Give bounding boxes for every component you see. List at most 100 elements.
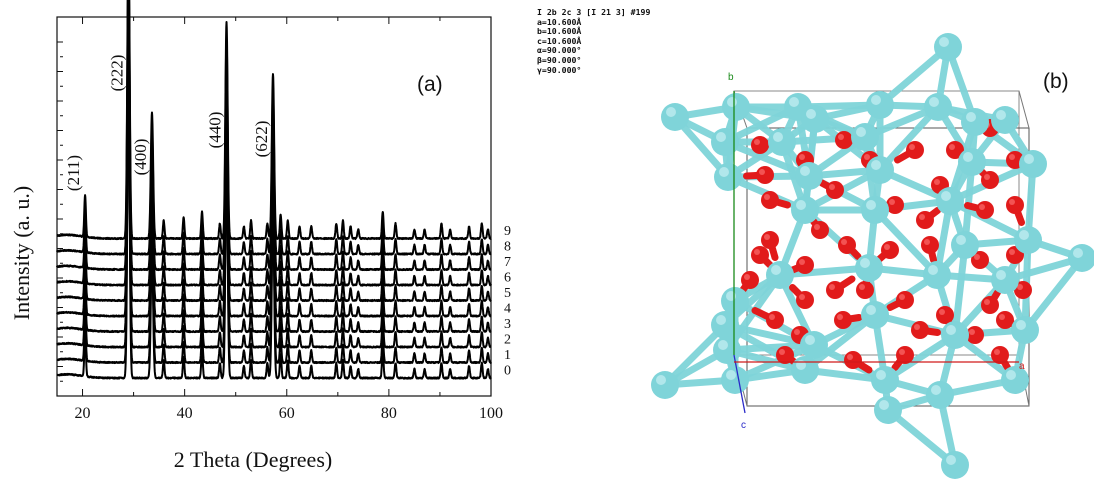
cation-atom bbox=[941, 451, 969, 479]
oxygen-highlight bbox=[924, 239, 930, 245]
series-label-5: 5 bbox=[504, 286, 511, 301]
oxygen-highlight bbox=[744, 274, 750, 280]
oxygen-highlight bbox=[939, 309, 945, 315]
oxygen-highlight bbox=[769, 314, 775, 320]
angle-beta: β=90.000° bbox=[537, 54, 582, 65]
series-label-7: 7 bbox=[504, 255, 511, 270]
cation-highlight bbox=[929, 97, 939, 107]
bond bbox=[876, 43, 952, 109]
cation-highlight bbox=[805, 335, 815, 345]
axis-b-label: b bbox=[728, 72, 734, 83]
oxygen-atom bbox=[826, 281, 844, 299]
peak-label: (622) bbox=[252, 121, 271, 158]
oxygen-highlight bbox=[884, 244, 890, 250]
x-tick-label: 60 bbox=[279, 405, 295, 422]
panel-a-label: (a) bbox=[417, 73, 443, 96]
oxygen-highlight bbox=[909, 144, 915, 150]
oxygen-atom bbox=[996, 311, 1014, 329]
cation-highlight bbox=[879, 400, 889, 410]
cell-parameters: I 2b 2c 3 [I 21 3] #199 a=10.600Å b=10.6… bbox=[537, 7, 650, 75]
cation-atom bbox=[711, 311, 739, 339]
oxygen-atoms bbox=[741, 119, 1032, 369]
cation-atom bbox=[766, 261, 794, 289]
cation-atom bbox=[871, 366, 899, 394]
cation-atom bbox=[1001, 366, 1029, 394]
cation-highlight bbox=[941, 191, 951, 201]
cation-highlight bbox=[966, 112, 976, 122]
series-label-2: 2 bbox=[504, 333, 511, 348]
cation-atom bbox=[713, 336, 741, 364]
oxygen-atom bbox=[776, 346, 794, 364]
cation-atom bbox=[768, 128, 796, 156]
oxygen-highlight bbox=[779, 349, 785, 355]
angle-gamma: γ=90.000° bbox=[537, 64, 582, 75]
angle-alpha: α=90.000° bbox=[537, 45, 582, 56]
cation-atom bbox=[961, 108, 989, 136]
oxygen-atom bbox=[751, 246, 769, 264]
oxygen-atom bbox=[761, 231, 779, 249]
oxygen-highlight bbox=[889, 199, 895, 205]
oxygen-atom bbox=[911, 321, 929, 339]
oxygen-atom bbox=[991, 346, 1009, 364]
cation-highlight bbox=[860, 258, 870, 268]
cation-highlight bbox=[1016, 320, 1026, 330]
axis-c-label: c bbox=[741, 420, 746, 431]
oxygen-highlight bbox=[799, 154, 805, 160]
cation-atom bbox=[800, 331, 828, 359]
oxygen-highlight bbox=[754, 139, 760, 145]
oxygen-highlight bbox=[847, 354, 853, 360]
cation-highlight bbox=[716, 315, 726, 325]
oxygen-highlight bbox=[1009, 249, 1015, 255]
cation-atom bbox=[711, 128, 739, 156]
oxygen-atom bbox=[796, 256, 814, 274]
series-label-8: 8 bbox=[504, 240, 511, 255]
cation-atom bbox=[801, 105, 829, 133]
cation-atom bbox=[721, 366, 749, 394]
cation-highlight bbox=[789, 97, 799, 107]
oxygen-highlight bbox=[859, 284, 865, 290]
oxygen-atom bbox=[981, 171, 999, 189]
axis-c-line bbox=[733, 354, 746, 414]
oxygen-highlight bbox=[969, 329, 975, 335]
cation-highlight bbox=[800, 166, 810, 176]
oxygen-highlight bbox=[864, 154, 870, 160]
series-label-4: 4 bbox=[504, 302, 511, 317]
cation-atom bbox=[861, 301, 889, 329]
oxygen-atom bbox=[835, 131, 853, 149]
xrd-traces bbox=[56, 0, 492, 380]
oxygen-highlight bbox=[949, 144, 955, 150]
axis-a-label: a bbox=[1019, 361, 1025, 372]
cation-highlight bbox=[773, 132, 783, 142]
cation-atom bbox=[791, 356, 819, 384]
cation-atom bbox=[1011, 316, 1039, 344]
cation-highlight bbox=[946, 455, 956, 465]
cation-atom bbox=[936, 187, 964, 215]
bond bbox=[721, 138, 813, 180]
plot-border bbox=[56, 16, 492, 397]
plot-frame bbox=[56, 16, 492, 397]
cation-atom bbox=[855, 254, 883, 282]
oxygen-highlight bbox=[754, 249, 760, 255]
y-axis-label: Intensity (a. u.) bbox=[9, 186, 34, 320]
series-label-1: 1 bbox=[504, 348, 511, 363]
cation-highlight bbox=[726, 370, 736, 380]
cation-highlight bbox=[1024, 154, 1034, 164]
cation-highlight bbox=[946, 325, 956, 335]
cation-atom bbox=[791, 196, 819, 224]
oxygen-atom bbox=[766, 311, 784, 329]
cation-atom bbox=[714, 163, 742, 191]
oxygen-atom bbox=[751, 136, 769, 154]
cation-atoms bbox=[651, 33, 1094, 479]
oxygen-atom bbox=[916, 211, 934, 229]
crystal-structure-view: b c a bbox=[651, 33, 1094, 479]
bond bbox=[946, 197, 1032, 244]
cation-highlight bbox=[716, 132, 726, 142]
cell-axes bbox=[733, 91, 1019, 414]
cation-highlight bbox=[956, 235, 966, 245]
cation-highlight bbox=[996, 110, 1006, 120]
cation-highlight bbox=[666, 107, 676, 117]
cation-highlight bbox=[1006, 370, 1016, 380]
cation-highlight bbox=[1073, 248, 1083, 258]
oxygen-highlight bbox=[759, 169, 765, 175]
oxygen-atom bbox=[1006, 196, 1024, 214]
